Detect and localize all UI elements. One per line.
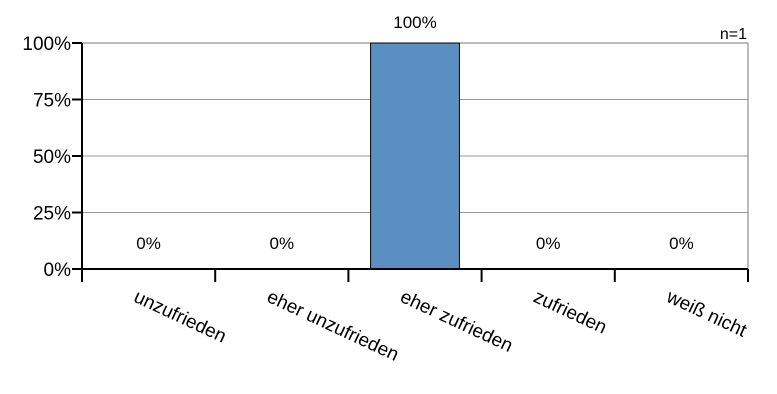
y-tick-label: 75% xyxy=(33,91,71,112)
data-label: 0% xyxy=(270,234,295,253)
y-tick-label: 25% xyxy=(33,204,71,225)
category-label: eher zufrieden xyxy=(397,286,516,356)
category-label: eher unzufrieden xyxy=(264,286,402,365)
sample-size-annotation: n=1 xyxy=(720,26,747,43)
data-label: 0% xyxy=(669,234,694,253)
y-tick-label: 0% xyxy=(44,260,72,281)
category-label: weiß nicht xyxy=(662,286,750,342)
y-tick-label: 50% xyxy=(33,147,71,168)
data-label: 0% xyxy=(536,234,561,253)
data-label: 100% xyxy=(393,13,436,32)
category-label: unzufrieden xyxy=(130,286,229,347)
y-tick-label: 100% xyxy=(22,34,71,55)
category-label: zufrieden xyxy=(530,286,610,338)
data-label: 0% xyxy=(136,234,161,253)
bar xyxy=(370,42,460,270)
